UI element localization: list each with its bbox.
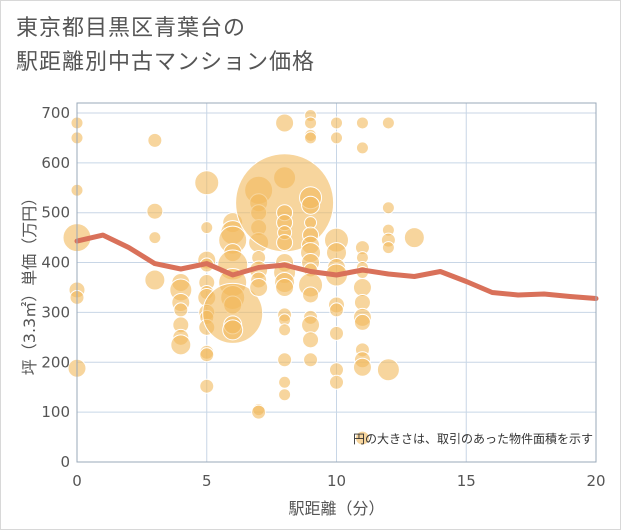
data-bubble xyxy=(352,357,372,377)
data-bubble xyxy=(146,202,164,220)
x-tick-labels: 0 5 10 15 20 xyxy=(72,472,605,490)
data-bubble xyxy=(275,113,295,133)
data-bubble xyxy=(276,234,294,252)
data-bubble xyxy=(222,319,244,341)
data-bubble xyxy=(194,170,220,196)
data-bubble xyxy=(304,131,318,145)
data-bubble xyxy=(199,378,215,394)
data-bubble xyxy=(301,315,321,335)
y-tick-label: 400 xyxy=(41,254,70,272)
data-bubble xyxy=(330,131,343,145)
x-tick-label: 15 xyxy=(457,472,476,490)
data-bubble xyxy=(275,277,295,297)
x-tick-label: 10 xyxy=(327,472,346,490)
data-bubble xyxy=(330,116,343,130)
data-bubble xyxy=(302,286,320,304)
data-bubble xyxy=(329,302,344,318)
data-bubble xyxy=(278,375,292,389)
data-bubble xyxy=(376,358,400,382)
y-tick-label: 500 xyxy=(41,204,70,222)
chart-title: 東京都目黒区青葉台の 駅距離別中古マンション価格 xyxy=(16,12,315,80)
data-bubble xyxy=(251,404,267,420)
data-bubble xyxy=(278,388,292,402)
data-bubble xyxy=(249,277,269,297)
data-bubble xyxy=(301,195,321,215)
plot-border xyxy=(76,102,597,463)
y-tick-labels: 0 100 200 300 400 500 600 700 xyxy=(41,104,70,471)
data-bubble xyxy=(173,302,189,318)
data-bubble xyxy=(148,231,162,245)
data-bubble xyxy=(278,323,292,337)
x-tick-label: 5 xyxy=(202,472,212,490)
data-bubble xyxy=(355,141,369,155)
data-bubble xyxy=(144,269,166,291)
average-price-line xyxy=(74,232,599,301)
y-tick-label: 600 xyxy=(41,154,70,172)
data-bubble xyxy=(277,352,293,368)
chart-title-line1: 東京都目黒区青葉台の xyxy=(16,16,247,41)
data-bubble xyxy=(329,362,344,378)
x-axis-label: 駅距離（分） xyxy=(288,499,384,518)
data-bubble xyxy=(355,116,369,130)
y-tick-label: 700 xyxy=(41,104,70,122)
chart-title-line2: 駅距離別中古マンション価格 xyxy=(16,50,316,75)
data-bubble xyxy=(354,430,370,446)
data-bubble xyxy=(381,116,395,130)
data-bubble xyxy=(302,331,320,349)
data-bubble xyxy=(304,116,318,130)
data-bubble xyxy=(329,325,344,341)
data-bubble xyxy=(147,132,163,148)
data-bubble xyxy=(200,221,214,235)
data-bubble xyxy=(202,282,264,344)
data-bubble xyxy=(381,201,395,215)
x-tick-label: 0 xyxy=(72,472,82,490)
data-bubble xyxy=(329,374,344,390)
x-tick-label: 20 xyxy=(586,472,605,490)
bubble-size-note: 円の大きさは、取引のあった物件面積を示す xyxy=(353,431,593,446)
data-bubble xyxy=(170,334,192,356)
y-axis-label: 坪（3.3㎡）単価（万円） xyxy=(20,190,39,375)
data-bubble xyxy=(199,347,215,363)
trend-line-layer xyxy=(74,232,599,301)
y-tick-label: 0 xyxy=(60,453,70,471)
data-bubble xyxy=(381,241,395,255)
y-tick-label: 300 xyxy=(41,303,70,321)
bubble-layer xyxy=(62,108,425,446)
data-bubble xyxy=(352,277,372,297)
data-bubble xyxy=(403,227,425,249)
y-tick-label: 200 xyxy=(41,353,70,371)
y-tick-label: 100 xyxy=(41,403,70,421)
data-bubble xyxy=(353,313,371,331)
data-bubble xyxy=(303,352,319,368)
